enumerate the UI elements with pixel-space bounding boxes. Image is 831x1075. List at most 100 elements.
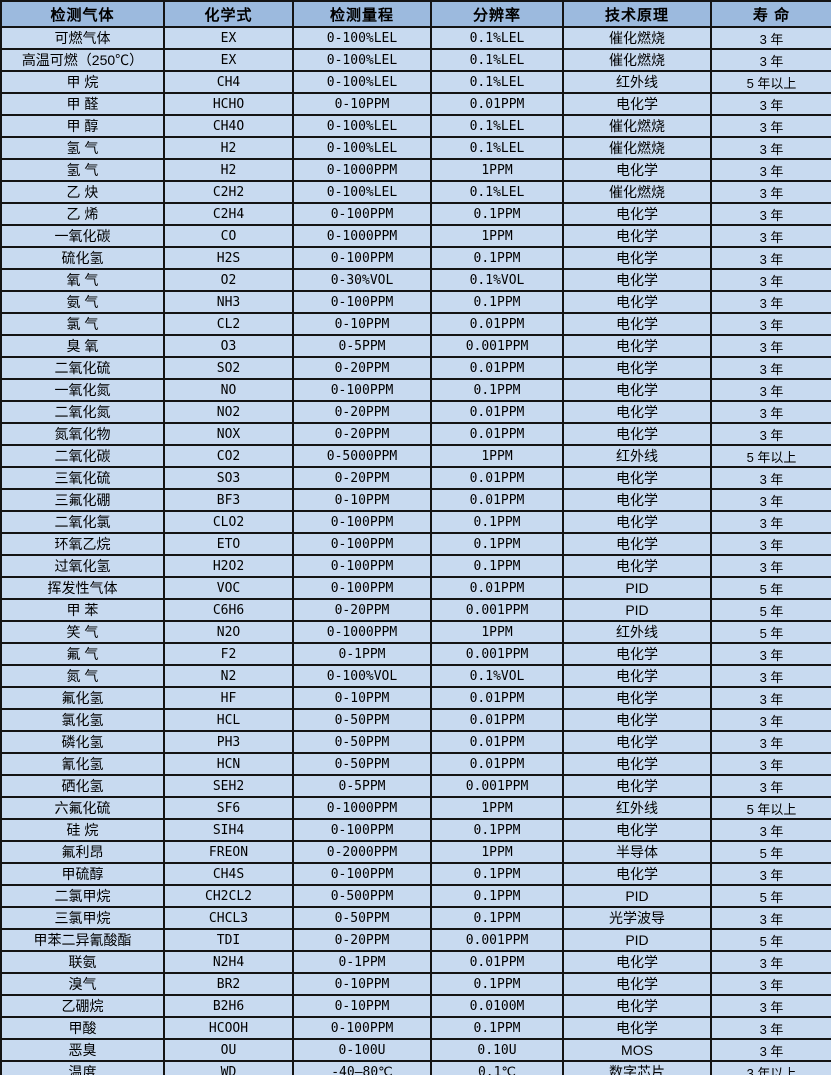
cell-resolution: 0.1%LEL [430, 48, 564, 72]
cell-lifespan: 3 年 [710, 972, 831, 996]
cell-range: 0-30%VOL [292, 268, 432, 292]
cell-range: 0-100PPM [292, 576, 432, 600]
cell-formula: NO2 [163, 400, 294, 424]
cell-resolution: 0.01PPM [430, 576, 564, 600]
cell-principle: 电化学 [562, 642, 712, 666]
cell-gas-name: 氟 气 [0, 642, 165, 666]
cell-range: 0-20PPM [292, 928, 432, 952]
cell-principle: 光学波导 [562, 906, 712, 930]
cell-gas-name: 硫化氢 [0, 246, 165, 270]
cell-range: 0-20PPM [292, 400, 432, 424]
cell-principle: 电化学 [562, 1016, 712, 1040]
cell-gas-name: 溴气 [0, 972, 165, 996]
cell-formula: TDI [163, 928, 294, 952]
cell-resolution: 0.001PPM [430, 598, 564, 622]
cell-resolution: 0.01PPM [430, 422, 564, 446]
cell-range: 0-20PPM [292, 356, 432, 380]
cell-resolution: 0.01PPM [430, 400, 564, 424]
table-row: 硒化氢 SEH2 0-5PPM 0.001PPM 电化学 3 年 [0, 774, 831, 798]
cell-lifespan: 3 年 [710, 356, 831, 380]
cell-lifespan: 5 年以上 [710, 796, 831, 820]
table-row: 三氯甲烷 CHCL3 0-50PPM 0.1PPM 光学波导 3 年 [0, 906, 831, 930]
cell-principle: 催化燃烧 [562, 114, 712, 138]
cell-gas-name: 硅 烷 [0, 818, 165, 842]
table-row: 硅 烷 SIH4 0-100PPM 0.1PPM 电化学 3 年 [0, 818, 831, 842]
cell-resolution: 0.1PPM [430, 202, 564, 226]
cell-range: 0-10PPM [292, 312, 432, 336]
cell-gas-name: 甲 醇 [0, 114, 165, 138]
cell-lifespan: 3 年 [710, 334, 831, 358]
cell-range: 0-100%LEL [292, 136, 432, 160]
cell-gas-name: 恶臭 [0, 1038, 165, 1062]
cell-gas-name: 氰化氢 [0, 752, 165, 776]
cell-principle: 电化学 [562, 246, 712, 270]
cell-gas-name: 乙 烯 [0, 202, 165, 226]
cell-formula: ETO [163, 532, 294, 556]
cell-gas-name: 氯化氢 [0, 708, 165, 732]
cell-principle: 数字芯片 [562, 1060, 712, 1075]
table-row: 甲硫醇 CH4S 0-100PPM 0.1PPM 电化学 3 年 [0, 862, 831, 886]
cell-formula: CLO2 [163, 510, 294, 534]
table-row: 高温可燃（250℃） EX 0-100%LEL 0.1%LEL 催化燃烧 3 年 [0, 48, 831, 72]
cell-gas-name: 甲 烷 [0, 70, 165, 94]
table-body: 可燃气体 EX 0-100%LEL 0.1%LEL 催化燃烧 3 年高温可燃（250℃） E… [0, 26, 831, 1075]
cell-gas-name: 可燃气体 [0, 26, 165, 50]
cell-lifespan: 3 年 [710, 752, 831, 776]
column-header-gas: 检测气体 [0, 0, 165, 28]
cell-gas-name: 二氧化硫 [0, 356, 165, 380]
table-row: 氟 气 F2 0-1PPM 0.001PPM 电化学 3 年 [0, 642, 831, 666]
table-row: 氟化氢 HF 0-10PPM 0.01PPM 电化学 3 年 [0, 686, 831, 710]
cell-gas-name: 氮氧化物 [0, 422, 165, 446]
cell-principle: 催化燃烧 [562, 180, 712, 204]
cell-formula: CO2 [163, 444, 294, 468]
cell-lifespan: 3 年 [710, 312, 831, 336]
cell-lifespan: 3 年 [710, 862, 831, 886]
cell-principle: 电化学 [562, 708, 712, 732]
cell-range: 0-100PPM [292, 862, 432, 886]
cell-formula: EX [163, 26, 294, 50]
cell-principle: 半导体 [562, 840, 712, 864]
cell-principle: 电化学 [562, 532, 712, 556]
cell-principle: 电化学 [562, 466, 712, 490]
table-row: 二氧化氮 NO2 0-20PPM 0.01PPM 电化学 3 年 [0, 400, 831, 424]
cell-formula: CH2CL2 [163, 884, 294, 908]
cell-principle: 电化学 [562, 290, 712, 314]
cell-formula: HCN [163, 752, 294, 776]
table-row: 臭 氧 O3 0-5PPM 0.001PPM 电化学 3 年 [0, 334, 831, 358]
table-row: 环氧乙烷 ETO 0-100PPM 0.1PPM 电化学 3 年 [0, 532, 831, 556]
cell-formula: SEH2 [163, 774, 294, 798]
cell-principle: 电化学 [562, 334, 712, 358]
cell-formula: SO2 [163, 356, 294, 380]
cell-range: 0-1000PPM [292, 224, 432, 248]
cell-formula: CO [163, 224, 294, 248]
cell-lifespan: 5 年 [710, 620, 831, 644]
cell-principle: 电化学 [562, 158, 712, 182]
cell-lifespan: 3 年 [710, 224, 831, 248]
cell-principle: 电化学 [562, 818, 712, 842]
cell-formula: C2H4 [163, 202, 294, 226]
cell-resolution: 0.1%LEL [430, 136, 564, 160]
cell-formula: BR2 [163, 972, 294, 996]
cell-formula: HCL [163, 708, 294, 732]
cell-gas-name: 氯 气 [0, 312, 165, 336]
cell-gas-name: 氟化氢 [0, 686, 165, 710]
cell-formula: HCOOH [163, 1016, 294, 1040]
cell-gas-name: 笑 气 [0, 620, 165, 644]
cell-principle: PID [562, 884, 712, 908]
cell-lifespan: 3 年以上 [710, 1060, 831, 1075]
cell-formula: H2S [163, 246, 294, 270]
cell-lifespan: 3 年 [710, 114, 831, 138]
cell-principle: MOS [562, 1038, 712, 1062]
table-row: 氯化氢 HCL 0-50PPM 0.01PPM 电化学 3 年 [0, 708, 831, 732]
table-row: 一氧化氮 NO 0-100PPM 0.1PPM 电化学 3 年 [0, 378, 831, 402]
cell-gas-name: 乙 炔 [0, 180, 165, 204]
cell-range: 0-1000PPM [292, 620, 432, 644]
cell-gas-name: 氢 气 [0, 158, 165, 182]
cell-lifespan: 3 年 [710, 268, 831, 292]
cell-gas-name: 甲 醛 [0, 92, 165, 116]
cell-principle: 红外线 [562, 620, 712, 644]
cell-resolution: 0.0100M [430, 994, 564, 1018]
table-row: 氟利昂 FREON 0-2000PPM 1PPM 半导体 5 年 [0, 840, 831, 864]
cell-range: 0-50PPM [292, 906, 432, 930]
